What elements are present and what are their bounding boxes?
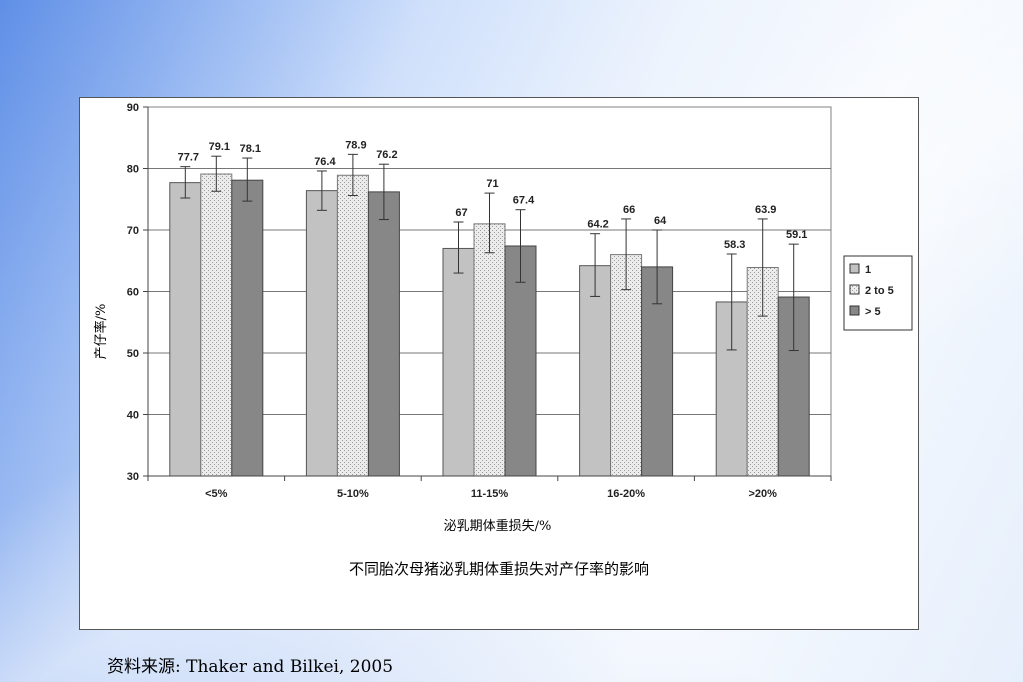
- error-bar: [453, 221, 464, 274]
- bar-2-to-5-2: [473, 223, 506, 477]
- x-tick-label: 11-15%: [471, 488, 509, 500]
- data-label: 78.1: [240, 143, 261, 155]
- y-tick-label: 30: [127, 471, 139, 483]
- error-bar: [726, 253, 737, 351]
- legend-swatch: [849, 305, 860, 316]
- y-tick-label: 40: [127, 410, 139, 422]
- legend-swatch: [849, 284, 860, 295]
- legend-swatch: [849, 263, 860, 274]
- data-label: 64: [654, 215, 667, 227]
- bar--5-1: [367, 191, 400, 477]
- error-bar: [347, 153, 358, 197]
- bar-1-0: [169, 182, 202, 477]
- x-tick-label: >20%: [748, 488, 777, 500]
- legend-label: > 5: [865, 306, 881, 318]
- y-tick-label: 50: [127, 348, 139, 360]
- bar-1-1: [305, 190, 338, 477]
- bar-1-2: [442, 247, 475, 477]
- x-tick-label: 16-20%: [607, 488, 645, 500]
- error-bar: [484, 192, 495, 254]
- error-bar: [515, 209, 526, 283]
- data-label: 71: [486, 178, 498, 190]
- bar-2-to-5-1: [336, 174, 369, 477]
- bar--5-0: [231, 179, 264, 477]
- error-bar: [378, 163, 389, 221]
- data-label: 66: [623, 204, 635, 216]
- error-bar: [211, 155, 222, 192]
- error-bar: [788, 243, 799, 352]
- bar-chart: 77.7 79.1 78.1 76.4 78.9 76.2 67 71 67.4 64.2 66 64…: [93, 102, 913, 534]
- y-tick-label: 70: [127, 225, 139, 237]
- y-tick-label: 60: [127, 287, 139, 299]
- error-bar: [590, 233, 601, 297]
- bar-1-3: [579, 265, 612, 477]
- data-label: 67.4: [513, 195, 535, 207]
- error-bar: [180, 166, 191, 199]
- source-citation: 资料来源: Thaker and Bilkei, 2005: [107, 657, 394, 677]
- x-tick-label: <5%: [205, 488, 228, 500]
- error-bar: [242, 157, 253, 202]
- data-label: 77.7: [178, 152, 199, 164]
- data-label: 67: [455, 207, 467, 219]
- data-label: 63.9: [755, 204, 776, 216]
- data-label: 78.9: [345, 139, 366, 151]
- x-axis-title: 泌乳期体重损失/%: [444, 518, 552, 534]
- error-bar: [316, 170, 327, 211]
- y-tick-label: 80: [127, 164, 139, 176]
- bar-2-to-5-0: [200, 173, 233, 477]
- data-label: 64.2: [587, 219, 608, 231]
- error-bar: [757, 218, 768, 317]
- y-tick-label: 90: [127, 102, 139, 114]
- legend-label: 1: [865, 264, 871, 276]
- x-tick-label: 5-10%: [337, 488, 369, 500]
- chart-panel: 77.7 79.1 78.1 76.4 78.9 76.2 67 71 67.4 64.2 66 64…: [79, 97, 919, 630]
- bar-2-to-5-3: [610, 254, 643, 477]
- data-label: 76.4: [314, 156, 336, 168]
- data-label: 79.1: [209, 141, 230, 153]
- data-label: 58.3: [724, 239, 745, 251]
- y-axis-title: 产仔率/%: [93, 304, 109, 360]
- figure-caption: 不同胎次母猪泌乳期体重损失对产仔率的影响: [348, 560, 649, 578]
- legend-label: 2 to 5: [865, 285, 894, 297]
- error-bar: [652, 229, 663, 305]
- data-label: 59.1: [786, 229, 807, 241]
- error-bar: [621, 218, 632, 291]
- bar--5-2: [504, 245, 537, 477]
- data-label: 76.2: [376, 149, 397, 161]
